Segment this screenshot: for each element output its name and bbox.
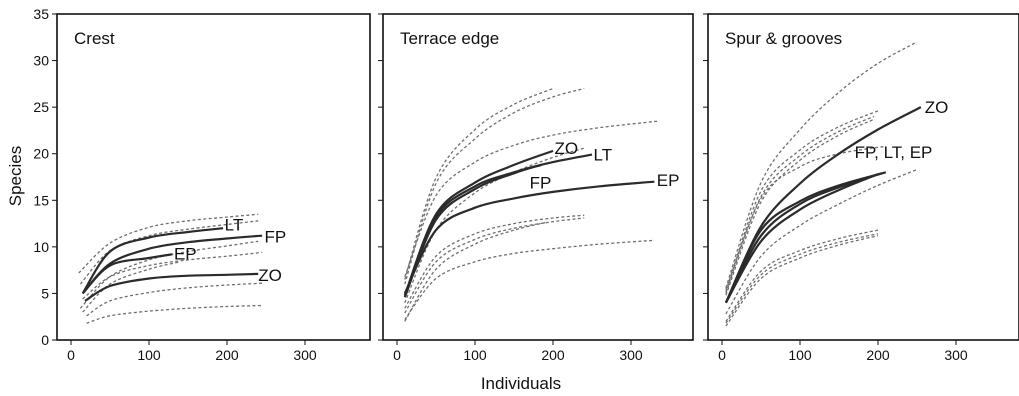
ci-curve (725, 229, 879, 322)
x-tick-label: 100 (788, 347, 812, 363)
ci-curve (86, 304, 263, 324)
curve-label: LT (225, 216, 244, 235)
y-tick-label: 25 (33, 99, 49, 115)
y-tick-label: 10 (33, 239, 49, 255)
x-tick-label: 0 (393, 347, 401, 363)
y-tick-label: 30 (33, 53, 49, 69)
ci-curve (725, 115, 875, 294)
y-tick-label: 15 (33, 192, 49, 208)
ci-curve (82, 261, 181, 313)
curve-ep (403, 180, 655, 294)
curve-label: EP (174, 244, 197, 263)
x-tick-label: 0 (67, 347, 75, 363)
curve-ep (724, 173, 879, 304)
ci-curve (725, 235, 879, 327)
panel-title: Spur & grooves (725, 29, 842, 48)
panel-title: Terrace edge (400, 29, 499, 48)
curve-zo (84, 272, 259, 302)
panel-frame (382, 13, 694, 341)
ci-curve (78, 213, 259, 274)
curve-label: FP, LT, EP (855, 143, 933, 162)
ci-curve (82, 251, 263, 300)
ci-curve (404, 120, 659, 277)
ci-curve (725, 168, 918, 315)
curve-label: ZO (258, 266, 282, 285)
panel-title: Crest (74, 29, 115, 48)
x-axis-title: Individuals (481, 374, 561, 393)
ci-curve (725, 41, 918, 289)
panel-frame (707, 13, 1019, 341)
ci-curve (404, 239, 655, 320)
ci-curve (725, 145, 886, 290)
x-tick-label: 300 (619, 347, 643, 363)
x-tick-label: 200 (866, 347, 890, 363)
curve-label: LT (594, 146, 613, 165)
ci-curve (725, 233, 879, 324)
curve-lt (81, 227, 224, 295)
curve-label: FP (264, 228, 286, 247)
curve-ep (81, 253, 173, 295)
curve-fp (81, 234, 263, 295)
ci-curve (404, 214, 585, 309)
panel-2: 0 100 200 300 Terrace edge ZO LT FP EP (378, 13, 694, 363)
curve-label: ZO (555, 139, 579, 158)
x-tick-label: 200 (541, 347, 565, 363)
ci-curve (86, 282, 263, 317)
curve-label: EP (657, 171, 680, 190)
panel-frame (56, 13, 371, 341)
x-tick-label: 0 (718, 347, 726, 363)
curve-lt (724, 172, 883, 304)
x-tick-label: 200 (215, 347, 239, 363)
ci-curve (404, 87, 585, 285)
y-tick-label: 20 (33, 146, 49, 162)
curve-label: ZO (925, 98, 949, 117)
x-tick-label: 300 (293, 347, 317, 363)
curve-fp (724, 171, 887, 304)
ci-curve (79, 220, 259, 285)
chart-panels: 0 100 200 300 0 5 10 15 20 25 30 35 Crest LT FP EP ZO 0 10… (33, 6, 1019, 363)
curve-zo (724, 106, 922, 304)
x-tick-label: 100 (463, 347, 487, 363)
x-tick-label: 300 (944, 347, 968, 363)
curve-label: FP (530, 174, 552, 193)
ci-curve (725, 118, 875, 296)
panel-3: 0 100 200 300 Spur & grooves ZO FP, LT, EP (703, 13, 1019, 363)
ci-curve (79, 240, 259, 309)
y-tick-label: 5 (41, 285, 49, 301)
y-axis-title: Species (6, 146, 25, 206)
ci-curve (404, 217, 585, 314)
x-tick-label: 100 (137, 347, 161, 363)
panel-1: 0 100 200 300 0 5 10 15 20 25 30 35 Crest LT FP EP ZO (33, 6, 371, 363)
curve-fp (403, 163, 542, 298)
y-tick-label: 0 (41, 332, 49, 348)
y-tick-label: 35 (33, 6, 49, 22)
